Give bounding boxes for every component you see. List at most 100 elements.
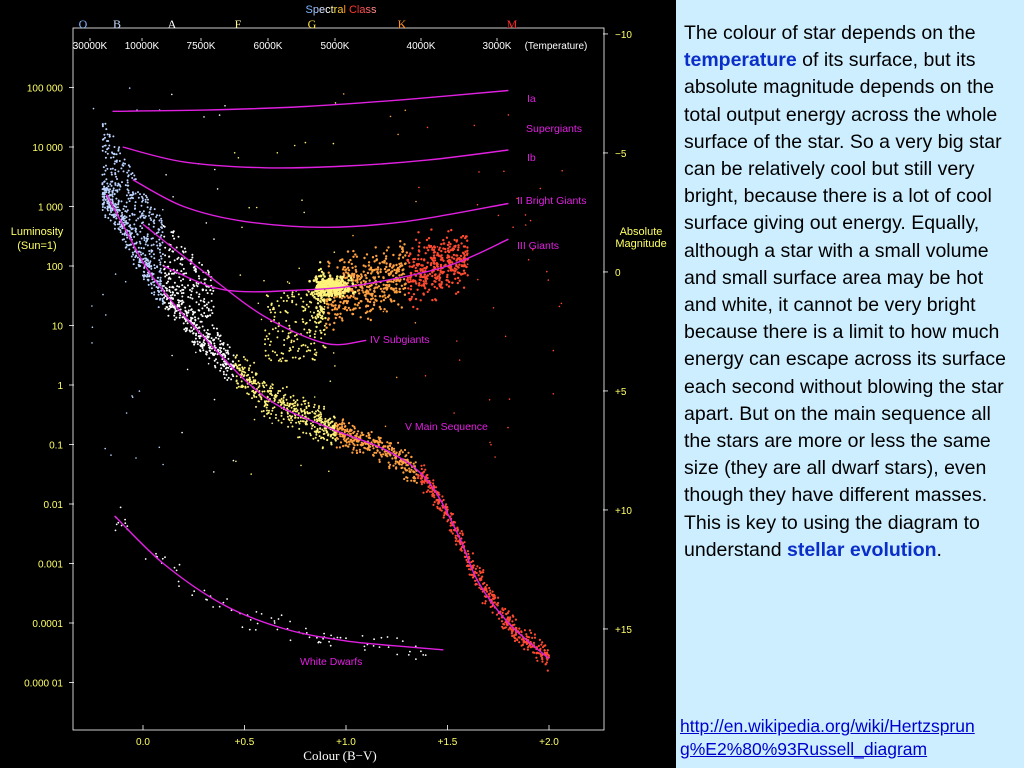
star-point (143, 239, 146, 242)
star-point (206, 292, 209, 295)
star-point (383, 259, 386, 263)
star-point (431, 271, 434, 274)
star-point (428, 245, 431, 249)
star-point (328, 640, 330, 643)
star-point (183, 328, 186, 331)
star-point (401, 466, 404, 469)
star-point (404, 468, 407, 471)
star-point (470, 573, 473, 577)
star-point (352, 255, 355, 258)
star-point (110, 180, 113, 183)
star-point (435, 498, 438, 502)
star-point (202, 341, 205, 344)
star-point (161, 241, 164, 244)
star-point (250, 473, 252, 475)
star-point (106, 209, 109, 212)
star-point (379, 307, 382, 311)
star-point (355, 449, 358, 452)
star-point (153, 284, 156, 287)
star-point (119, 506, 122, 509)
star-point (186, 314, 189, 317)
star-point (367, 292, 370, 295)
star-point (161, 297, 164, 300)
star-point (400, 306, 403, 309)
star-point (268, 344, 271, 346)
star-point (296, 338, 299, 341)
y-left-tick-9: 0.0001 (32, 619, 63, 630)
star-point (310, 427, 313, 430)
star-point (365, 435, 368, 438)
star-point (387, 452, 390, 455)
star-point (371, 256, 375, 259)
star-point (128, 244, 131, 247)
star-point (181, 302, 183, 305)
star-point (109, 219, 112, 222)
star-point (454, 269, 457, 273)
star-point (476, 203, 479, 206)
star-point (290, 406, 293, 409)
star-point (198, 261, 201, 264)
star-point (194, 268, 197, 271)
star-point (395, 451, 398, 454)
star-point (201, 289, 204, 292)
star-point (216, 334, 219, 337)
star-point (365, 289, 368, 292)
star-point (446, 259, 449, 263)
star-point (121, 214, 124, 216)
star-point (125, 205, 128, 208)
star-point (496, 604, 499, 607)
star-point (359, 285, 362, 289)
star-point (114, 183, 117, 186)
star-point (527, 258, 530, 261)
star-point (290, 421, 292, 424)
star-point (460, 242, 463, 245)
star-point (319, 261, 322, 264)
star-point (498, 617, 501, 620)
temperature-tick-3: 6000K (254, 41, 283, 52)
star-point (173, 237, 176, 240)
star-point (176, 292, 178, 294)
star-point (210, 347, 213, 350)
star-point (251, 390, 254, 393)
star-point (388, 447, 391, 451)
star-point (382, 453, 385, 456)
star-point (303, 328, 306, 331)
star-point (315, 317, 318, 320)
star-point (471, 560, 474, 563)
star-point (103, 133, 106, 136)
star-point (403, 293, 407, 296)
star-point (415, 473, 418, 476)
star-point (412, 258, 415, 261)
star-point (155, 216, 158, 218)
wikipedia-source-link[interactable]: http://en.wikipedia.org/wiki/Hertzsprung… (680, 716, 975, 759)
star-point (300, 403, 303, 406)
star-point (148, 266, 151, 269)
star-point (320, 331, 323, 334)
star-point (106, 182, 109, 185)
y-left-tick-8: 0.001 (38, 560, 63, 571)
star-point (389, 463, 392, 466)
star-point (514, 633, 518, 636)
star-point (213, 359, 216, 362)
star-point (377, 275, 380, 278)
star-point (469, 425, 471, 427)
star-point (386, 441, 389, 444)
star-point (403, 262, 407, 266)
y-left-tick-4: 10 (52, 322, 64, 333)
star-point (104, 447, 106, 450)
star-point (358, 278, 362, 281)
star-point (450, 228, 453, 232)
star-point (456, 271, 459, 274)
star-point (342, 438, 345, 441)
star-point (108, 133, 111, 136)
star-point (323, 405, 326, 408)
star-point (130, 232, 133, 235)
star-point (190, 309, 192, 311)
star-point (419, 477, 422, 480)
star-point (474, 579, 477, 582)
star-point (194, 316, 196, 319)
star-point (266, 390, 269, 393)
star-point (277, 401, 280, 404)
star-point (451, 261, 454, 264)
